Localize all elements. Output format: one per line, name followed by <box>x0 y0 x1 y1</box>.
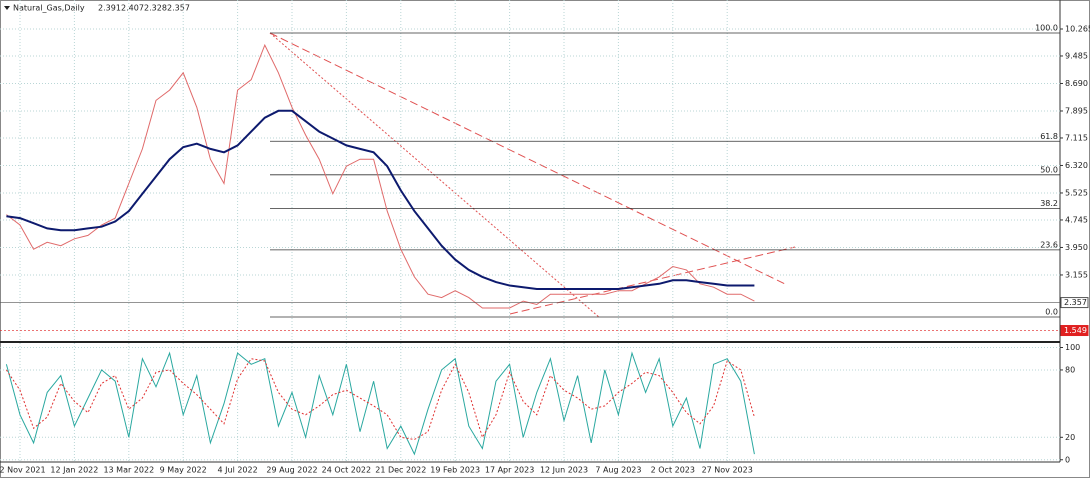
y-tick-label: 20 <box>1065 433 1075 442</box>
y-tick-label: 7.115 <box>1065 133 1088 142</box>
x-tick-label: 12 Nov 2021 <box>0 466 46 475</box>
fib-label: 50.0 <box>1040 165 1058 174</box>
y-tick-label: 7.895 <box>1065 106 1088 115</box>
x-tick-label: 12 Jan 2022 <box>50 466 98 475</box>
fib-label: 38.2 <box>1040 199 1058 208</box>
fib-label: 0.0 <box>1045 307 1058 316</box>
x-tick-label: 9 May 2022 <box>160 466 207 475</box>
ohlc-value: 2.391 <box>98 4 121 13</box>
fib-label: 61.8 <box>1040 132 1058 141</box>
trend-line <box>269 32 601 319</box>
y-tick-label: 6.320 <box>1065 161 1088 170</box>
menu-icon[interactable] <box>4 6 10 10</box>
y-tick-label: 100 <box>1065 343 1080 352</box>
y-tick-label: 80 <box>1065 365 1075 374</box>
x-tick-label: 21 Dec 2022 <box>375 466 426 475</box>
x-tick-label: 27 Nov 2023 <box>702 466 753 475</box>
x-tick-label: 4 Jul 2022 <box>218 466 258 475</box>
y-tick-label: 10.265 <box>1065 24 1090 33</box>
ohlc-value: 2.328 <box>144 4 167 13</box>
x-tick-label: 7 Aug 2023 <box>595 466 641 475</box>
y-tick-label: 8.690 <box>1065 79 1088 88</box>
y-tick-label: 0 <box>1065 455 1070 464</box>
y-tick-label: 4.745 <box>1065 215 1088 224</box>
fib-label: 100.0 <box>1035 23 1058 32</box>
x-tick-label: 29 Aug 2022 <box>266 466 317 475</box>
x-tick-label: 19 Feb 2023 <box>430 466 480 475</box>
ohlc-value: 2.407 <box>121 4 144 13</box>
price-box <box>1060 325 1089 337</box>
ohlc-value: 2.357 <box>167 4 190 13</box>
y-tick-label: 3.155 <box>1065 270 1088 279</box>
x-tick-label: 13 Mar 2022 <box>103 466 154 475</box>
series-line <box>5 351 755 456</box>
symbol: Natural_Gas,Daily <box>13 4 85 13</box>
price-label: 2.357 <box>1064 298 1087 307</box>
header: Natural_Gas,Daily 2.391 2.407 2.328 2.35… <box>13 4 190 13</box>
y-tick-label: 3.950 <box>1065 243 1088 252</box>
x-tick-label: 24 Oct 2022 <box>322 466 371 475</box>
series-line <box>6 109 755 290</box>
y-tick-label: 9.485 <box>1065 51 1088 60</box>
fib-label: 23.6 <box>1040 240 1058 249</box>
series-line <box>6 43 755 309</box>
x-tick-label: 17 Apr 2023 <box>485 466 534 475</box>
x-tick-label: 2 Oct 2023 <box>651 466 695 475</box>
y-tick-label: 5.525 <box>1065 188 1088 197</box>
x-tick-label: 12 Jun 2023 <box>540 466 588 475</box>
price-label: 1.549 <box>1064 326 1087 335</box>
price-box <box>1060 297 1089 309</box>
